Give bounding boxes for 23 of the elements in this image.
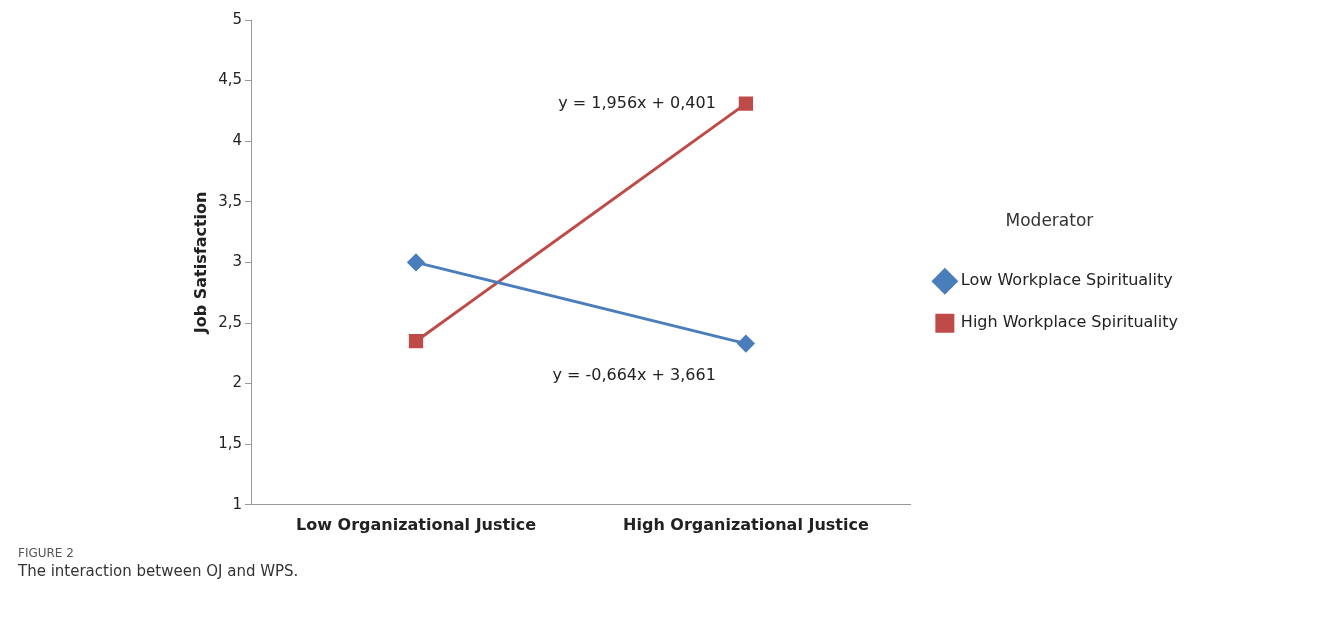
legend-label: High Workplace Spirituality [960,312,1178,332]
text: The interaction between OJ and WPS. [18,562,300,580]
point [737,335,755,353]
annotation: y = 1,956x + 0,401 [558,92,716,112]
caption: FIGURE 2 [18,546,75,560]
legend-title: Moderator [1005,209,1094,230]
y-tick-label: 1,5 [218,434,243,453]
y-tick-label: 4 [232,131,243,150]
y-tick-label: 3 [232,252,243,271]
y-axis-title: Job Satisfaction [190,191,210,335]
y-tick-label: 1 [232,494,243,513]
x-tick-label: Low Organizational Justice [296,514,537,534]
y-tick-label: 4,5 [218,70,243,89]
y-tick-label: 3,5 [218,191,243,210]
y-tick-label: 2,5 [218,312,243,331]
point [407,253,425,271]
annotation: y = -0,664x + 3,661 [552,364,716,384]
point [408,334,424,349]
point [738,96,754,111]
y-tick-label: 2 [232,373,243,392]
x-tick-label: High Organizational Justice [623,514,869,534]
y-tick-label: 5 [232,9,243,28]
legend-label: Low Workplace Spirituality [960,270,1173,290]
